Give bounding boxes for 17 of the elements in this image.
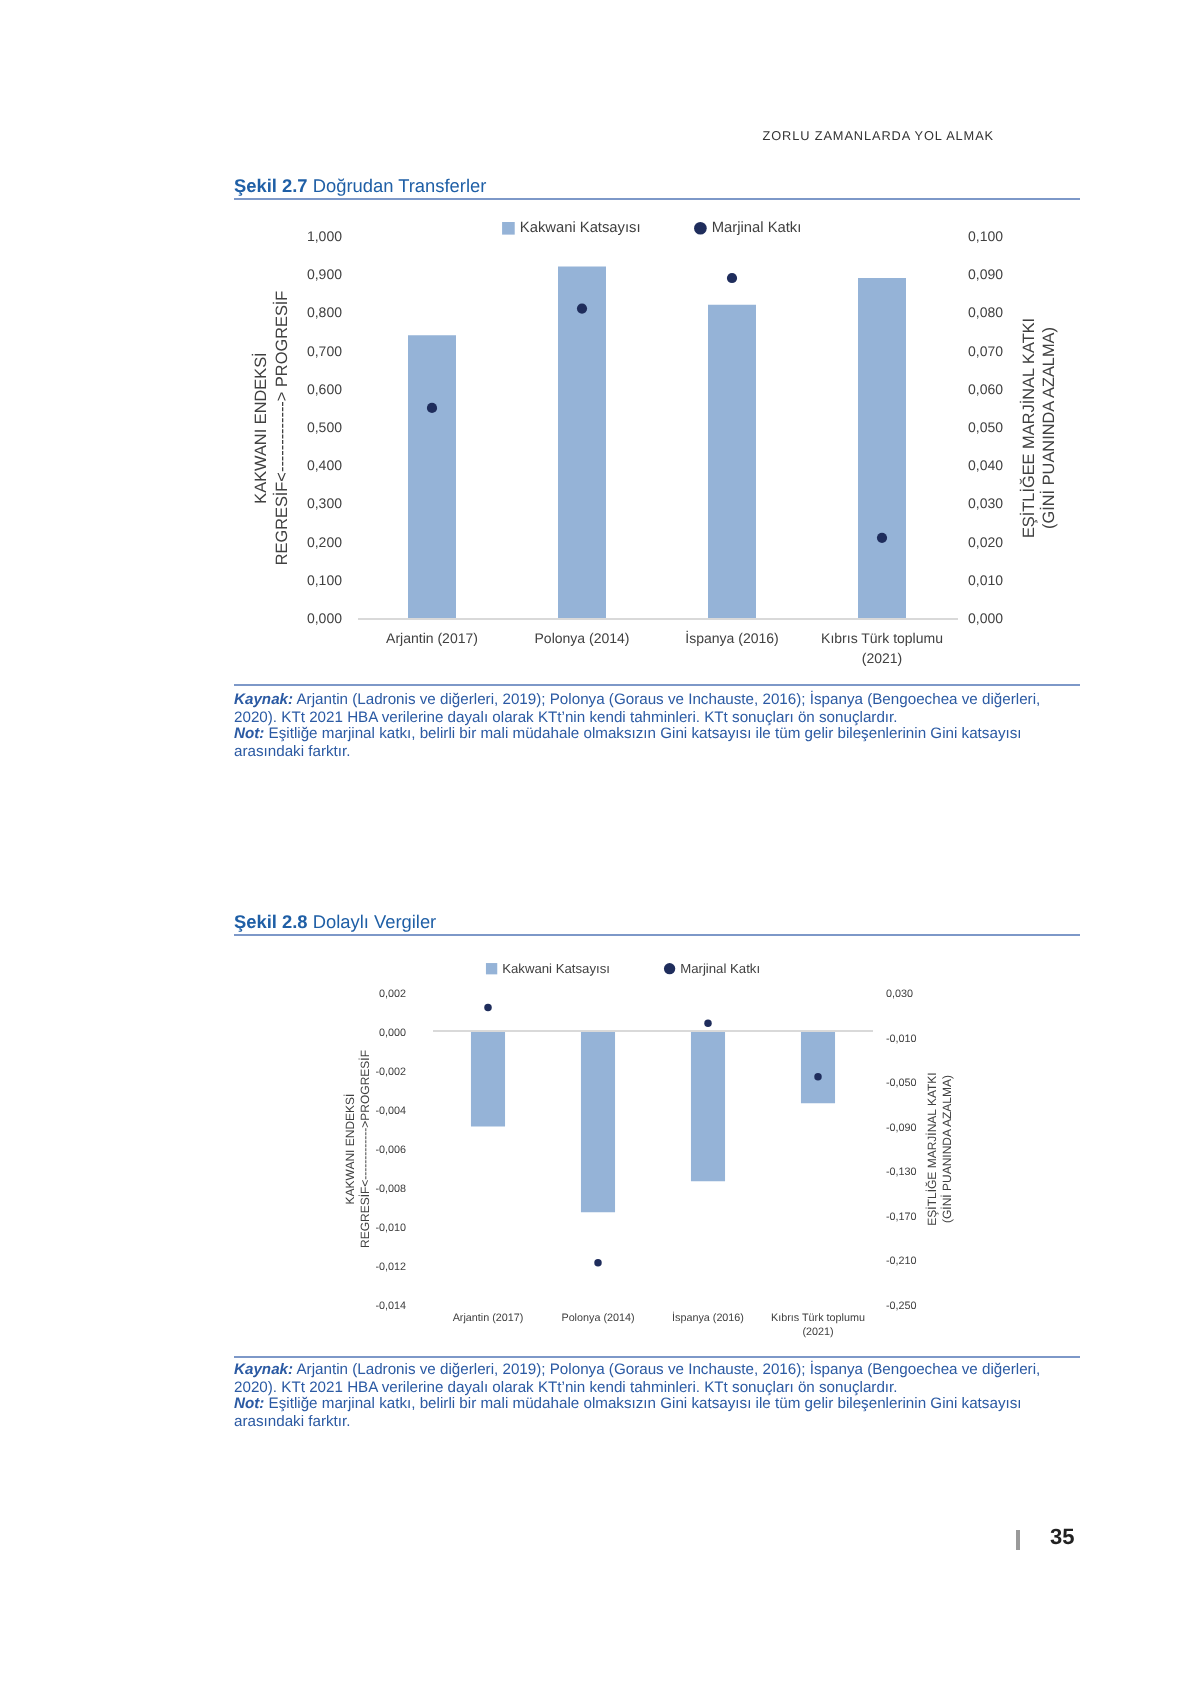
bar — [408, 335, 456, 618]
point — [594, 1259, 602, 1267]
point — [814, 1072, 822, 1081]
y-axis-title: KAKWANI ENDEKSİ REGRESİF<-------------> PROGRESİF — [250, 290, 291, 566]
point — [484, 1003, 492, 1012]
bar — [858, 278, 906, 618]
point — [726, 272, 738, 284]
text: 35 — [1050, 1526, 1075, 1550]
chart-title: Şekil 2.8 Dolaylı Vergiler — [234, 912, 437, 932]
chart-title: Şekil 2.7 Doğrudan Transferler — [234, 176, 487, 196]
point — [704, 1019, 712, 1027]
point — [576, 303, 588, 314]
point — [426, 402, 438, 413]
point — [876, 532, 888, 543]
y2-axis-title: EŞİTLİĞEE MARJİNAL KATKI (GİNİ PUANINDA AZALMA) — [1017, 317, 1059, 539]
bar — [708, 304, 756, 618]
bar — [558, 266, 606, 618]
